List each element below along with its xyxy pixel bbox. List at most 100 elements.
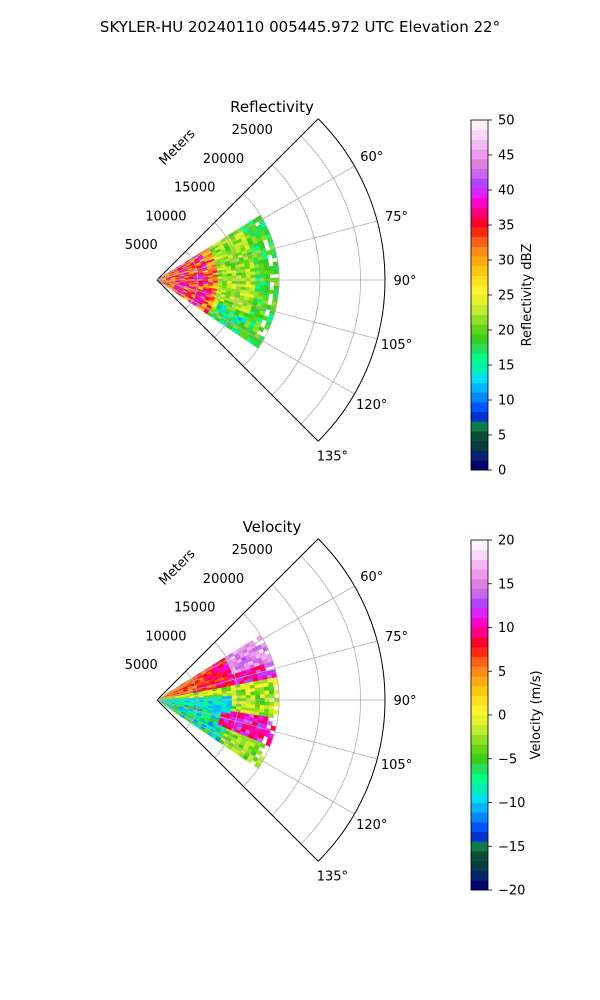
reflectivity-sector-edge <box>156 118 319 281</box>
reflectivity-colorbar-tick-label: 0 <box>498 464 506 479</box>
velocity-data-field <box>156 634 280 769</box>
velocity-colorbar-swatch <box>471 821 488 833</box>
velocity-colorbar-label: Velocity (m/s) <box>529 670 544 759</box>
velocity-colorbar-swatch <box>471 569 488 580</box>
reflectivity-colorbar-swatch <box>471 314 488 325</box>
reflectivity-azimuth-line <box>156 279 378 340</box>
reflectivity-colorbar-swatch <box>471 285 488 296</box>
velocity-colorbar-tick-label: 5 <box>498 665 506 680</box>
velocity-colorbar-swatch <box>471 870 488 881</box>
reflectivity-colorbar-swatch <box>471 129 488 140</box>
reflectivity-outer-arc <box>317 118 386 442</box>
reflectivity-colorbar-tick-label: 25 <box>498 289 515 304</box>
velocity-data-cell <box>273 701 280 707</box>
velocity-azimuth-line <box>156 699 355 815</box>
velocity-colorbar-tick-label: −15 <box>498 840 525 855</box>
velocity-data-cell <box>269 693 275 699</box>
reflectivity-data-cell <box>257 325 265 333</box>
velocity-colorbar-swatch <box>471 753 488 765</box>
reflectivity-angle-tick-label: 60° <box>360 150 383 165</box>
reflectivity-grid <box>156 118 386 442</box>
reflectivity-data-cell <box>227 275 233 280</box>
reflectivity-data-cell <box>250 281 256 286</box>
reflectivity-data-cell <box>268 265 275 271</box>
reflectivity-colorbar-swatch <box>471 411 488 422</box>
velocity-outer-arc <box>317 538 386 862</box>
velocity-colorbar-swatch <box>471 724 488 735</box>
velocity-colorbar-swatch <box>471 637 488 648</box>
reflectivity-colorbar-swatch <box>471 197 488 208</box>
reflectivity-data-cell <box>231 275 238 280</box>
velocity-colorbar-swatch <box>471 685 488 696</box>
velocity-colorbar-swatch <box>471 841 488 852</box>
reflectivity-colorbar-swatch <box>471 382 488 393</box>
velocity-colorbar-swatch <box>471 860 488 871</box>
velocity-data-cell <box>269 701 275 707</box>
reflectivity-title: Reflectivity <box>230 98 314 116</box>
reflectivity-data-cell <box>236 275 242 279</box>
velocity-colorbar-tick-label: −5 <box>498 752 517 767</box>
reflectivity-angle-tick-label: 90° <box>393 274 416 289</box>
reflectivity-colorbar-swatch <box>471 392 488 403</box>
velocity-colorbar-tick-label: 0 <box>498 709 506 724</box>
velocity-data-cell <box>236 695 242 699</box>
reflectivity-sector-edge <box>156 279 319 442</box>
reflectivity-colorbar-tick-label: 40 <box>498 184 515 199</box>
reflectivity-colorbar-swatch <box>471 158 488 170</box>
reflectivity-data-cell <box>264 281 271 287</box>
reflectivity-colorbar-tick-label: 50 <box>498 114 515 129</box>
reflectivity-colorbar-swatch <box>471 304 488 315</box>
velocity-data-cell <box>231 695 238 700</box>
reflectivity-azimuth-line <box>156 165 355 281</box>
velocity-data-cell <box>255 694 261 699</box>
velocity-colorbar-swatch <box>471 617 488 628</box>
reflectivity-data-cell <box>264 270 270 275</box>
reflectivity-data-cell <box>268 289 275 295</box>
velocity-azimuth-line <box>156 640 378 701</box>
velocity-colorbar-swatch <box>471 695 488 706</box>
reflectivity-radial-tick-label: 10000 <box>145 209 186 224</box>
reflectivity-data-field <box>156 214 280 349</box>
reflectivity-colorbar-swatch <box>471 372 488 383</box>
reflectivity-azimuth-line <box>156 279 355 395</box>
velocity-colorbar-tick-label: 10 <box>498 621 515 636</box>
reflectivity-data-cell <box>264 274 271 279</box>
velocity-radial-ticks: 5000 10000 15000 20000 25000 <box>125 543 273 673</box>
reflectivity-colorbar-swatch <box>471 295 488 306</box>
velocity-colorbar-swatch <box>471 783 488 794</box>
velocity-radial-tick-label: 15000 <box>174 601 215 616</box>
reflectivity-colorbar: 0 5 10 15 20 25 30 35 40 45 50 <box>470 114 515 479</box>
reflectivity-data-cell <box>245 271 252 276</box>
velocity-data-cell <box>273 709 280 715</box>
velocity-colorbar-swatch <box>471 627 488 638</box>
velocity-colorbar-swatch <box>471 608 488 619</box>
velocity-data-cell <box>264 694 271 699</box>
reflectivity-angle-tick-label: 105° <box>381 338 412 353</box>
reflectivity-data-cell <box>273 281 280 287</box>
reflectivity-data-cell <box>255 274 261 279</box>
reflectivity-data-cell <box>250 274 256 279</box>
velocity-data-cell <box>254 690 261 696</box>
reflectivity-colorbar-tick-label: 15 <box>498 359 515 374</box>
reflectivity-colorbar-swatch <box>471 207 488 218</box>
velocity-colorbar-tick-label: −20 <box>498 884 525 899</box>
velocity-data-cell <box>269 689 275 695</box>
reflectivity-colorbar-swatch <box>471 168 488 179</box>
velocity-colorbar-swatch <box>471 715 488 726</box>
velocity-grid <box>156 538 386 862</box>
velocity-colorbar-swatch <box>471 880 488 891</box>
velocity-colorbar-tick-label: −10 <box>498 796 525 811</box>
velocity-colorbar-swatch <box>471 646 488 658</box>
reflectivity-colorbar-swatch <box>471 120 488 131</box>
reflectivity-data-cell <box>269 269 275 275</box>
velocity-data-cell <box>259 694 266 699</box>
reflectivity-colorbar-swatch <box>471 421 488 432</box>
reflectivity-colorbar-label: Reflectivity dBZ <box>520 244 535 347</box>
figure-suptitle: SKYLER-HU 20240110 005445.972 UTC Elevat… <box>100 18 500 36</box>
velocity-data-cell <box>266 720 273 727</box>
reflectivity-radial-tick-label: 15000 <box>174 181 215 196</box>
velocity-data-cell <box>273 689 280 695</box>
velocity-colorbar-swatch <box>471 744 488 755</box>
reflectivity-colorbar-swatch <box>471 226 488 238</box>
reflectivity-colorbar-swatch <box>471 188 488 199</box>
